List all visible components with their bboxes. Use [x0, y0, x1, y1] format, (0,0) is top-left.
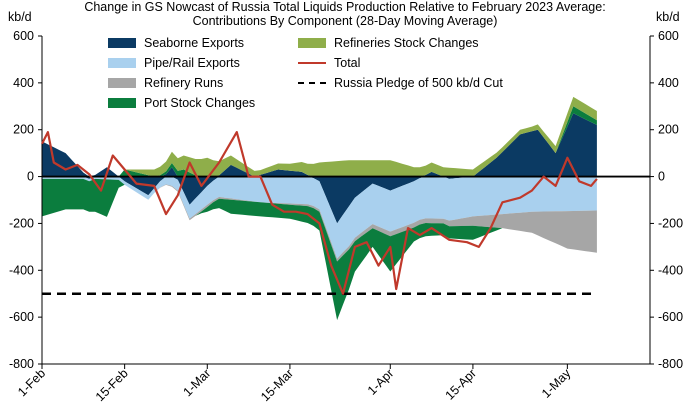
y-tick-label-right: 200	[658, 123, 679, 137]
y-tick-label-left: -400	[9, 263, 34, 277]
total-line	[41, 131, 598, 295]
x-tick-label: 15-Apr	[443, 366, 479, 402]
y-tick-label-right: -200	[658, 216, 683, 230]
x-tick-label: 15-Feb	[93, 366, 131, 404]
legend-label: Refinery Runs	[144, 76, 224, 90]
area-port-stock-changes-negative	[42, 178, 597, 321]
legend-swatch	[298, 38, 326, 48]
legend-item-port-stock-changes: Port Stock Changes	[108, 96, 255, 110]
legend-label: Refineries Stock Changes	[334, 36, 479, 50]
legend-label: Total	[334, 56, 361, 70]
legend-item-pledge: Russia Pledge of 500 kb/d Cut	[298, 76, 503, 90]
legend-swatch	[298, 82, 326, 84]
legend-item-pipe-rail-exports: Pipe/Rail Exports	[108, 56, 240, 70]
y-tick-label-left: 400	[13, 76, 34, 90]
x-tick-label: 1-Feb	[15, 366, 48, 399]
y-tick-label-right: 600	[658, 29, 679, 43]
legend-swatch	[108, 78, 136, 88]
legend-label: Russia Pledge of 500 kb/d Cut	[334, 76, 503, 90]
y-tick-label-right: 400	[658, 76, 679, 90]
area-seaborne-exports-positive	[42, 113, 597, 177]
legend-item-refineries-stock-changes: Refineries Stock Changes	[298, 36, 479, 50]
y-tick-label-right: -800	[658, 357, 683, 371]
chart-subtitle: Contributions By Component (28-Day Movin…	[192, 14, 498, 28]
legend-swatch	[108, 58, 136, 68]
x-tick-label: 15-Mar	[258, 366, 296, 404]
y-tick-label-right: 0	[658, 170, 665, 184]
y-tick-label-left: -200	[9, 216, 34, 230]
legend-item-refinery-runs: Refinery Runs	[108, 76, 223, 90]
legend-label: Seaborne Exports	[144, 36, 245, 50]
y-axis-unit-right: kb/d	[656, 10, 680, 24]
y-tick-label-right: -400	[658, 263, 683, 277]
y-axis-unit-left: kb/d	[8, 10, 32, 24]
y-tick-label-left: 200	[13, 123, 34, 137]
legend-swatch	[298, 62, 326, 64]
legend-item-seaborne-exports: Seaborne Exports	[108, 36, 244, 50]
legend-swatch	[108, 98, 136, 108]
legend-label: Port Stock Changes	[144, 96, 256, 110]
legend-swatch	[108, 38, 136, 48]
chart-title: Change in GS Nowcast of Russia Total Liq…	[84, 0, 606, 14]
legend-item-total: Total	[298, 56, 360, 70]
y-tick-label-left: -800	[9, 357, 34, 371]
x-tick-label: 1-May	[539, 366, 574, 401]
y-tick-label-left: 0	[27, 170, 34, 184]
area-refinery-runs-negative	[42, 178, 597, 262]
y-tick-label-right: -600	[658, 310, 683, 324]
area-pipe-rail-exports-negative	[42, 176, 597, 259]
y-tick-label-left: -600	[9, 310, 34, 324]
legend-label: Pipe/Rail Exports	[144, 56, 240, 70]
x-tick-label: 1-Mar	[180, 366, 213, 399]
x-tick-label: 1-Apr	[365, 366, 397, 398]
y-tick-label-left: 600	[13, 29, 34, 43]
